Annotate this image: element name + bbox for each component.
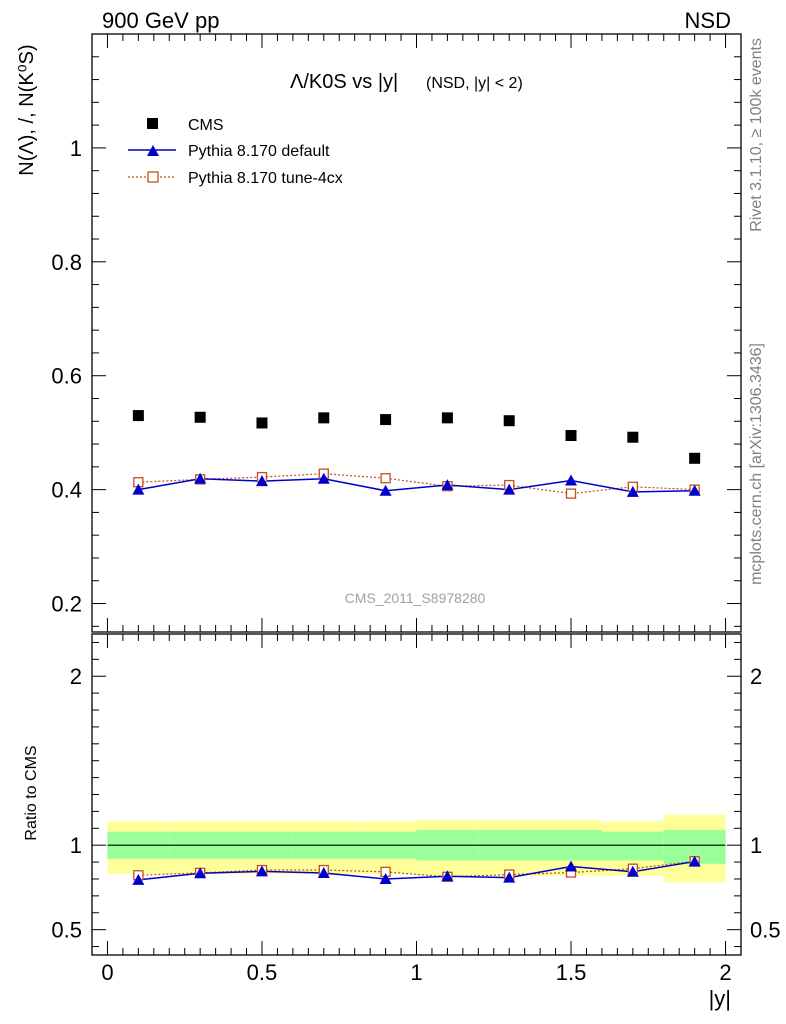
ratio-default-point <box>441 870 454 882</box>
default-point <box>194 472 207 484</box>
ratio-default-point <box>503 871 516 883</box>
default-point <box>132 483 145 495</box>
mcplots-label: mcplots.cern.ch [arXiv:1306.3436] <box>748 343 765 585</box>
default-point <box>255 475 268 487</box>
legend-default-label: Pythia 8.170 default <box>188 143 330 160</box>
legend: CMS Pythia 8.170 default Pythia 8.170 tu… <box>128 117 343 187</box>
ratio-y-tick-label: 1 <box>70 833 82 858</box>
cms-point <box>132 410 144 422</box>
x-tick-label: 1 <box>410 960 422 985</box>
ratio-default-line <box>138 860 695 881</box>
tune-line <box>138 473 695 495</box>
legend-cms-label: CMS <box>188 117 224 134</box>
ratio-default-point <box>688 855 701 867</box>
main-panel: 0.2 0.4 0.6 0.8 1 <box>51 33 742 633</box>
x-tick-label: 0.5 <box>247 960 278 985</box>
cms-point <box>194 411 206 423</box>
default-point <box>317 472 330 484</box>
ratio-default-point <box>565 860 578 872</box>
analysis-watermark: CMS_2011_S8978280 <box>345 590 486 606</box>
ratio-y-tick-label-right: 0.5 <box>750 918 781 943</box>
default-point <box>503 483 516 495</box>
ratio-frame <box>91 633 742 956</box>
ratio-default-point <box>132 873 145 885</box>
plot-title-main: Λ/K0S vs |y| <box>290 71 398 93</box>
default-point <box>626 485 639 497</box>
ratio-default-point <box>626 865 639 877</box>
cms-point <box>689 452 701 464</box>
x-axis-label: |y| <box>709 986 731 1011</box>
process-label: NSD <box>685 8 731 33</box>
ratio-y-tick-label-right: 1 <box>750 833 762 858</box>
default-line <box>138 478 695 493</box>
default-point <box>441 479 454 491</box>
legend-tune-label: Pythia 8.170 tune-4cx <box>188 170 343 187</box>
cms-point <box>318 412 330 424</box>
ratio-default-point <box>194 867 207 879</box>
ratio-y-tick-label: 2 <box>70 664 82 689</box>
x-tick-label: 0 <box>101 960 113 985</box>
legend-default-marker <box>147 145 159 156</box>
cms-point <box>565 430 577 442</box>
ratio-panel: 0 0.5 1 1.5 2 0.5 0.5 1 1 2 2 <box>51 633 781 985</box>
rivet-label: Rivet 3.1.10, ≥ 100k events <box>748 38 765 232</box>
energy-label: 900 GeV pp <box>102 8 219 33</box>
y-tick-label: 0.8 <box>51 250 82 275</box>
y-tick-label: 0.4 <box>51 478 82 503</box>
ratio-tune-line <box>138 860 695 878</box>
ratio-band-inner <box>601 831 664 861</box>
y-tick-label: 0.2 <box>51 592 82 617</box>
cms-point <box>441 412 453 424</box>
ratio-y-tick-label: 0.5 <box>51 918 82 943</box>
plot-title: Λ/K0S vs |y| (NSD, |y| < 2) <box>290 71 523 93</box>
ratio-default-point <box>379 872 392 884</box>
x-tick-label: 2 <box>719 960 731 985</box>
y-axis-label-ratio: Ratio to CMS <box>23 745 40 840</box>
cms-point <box>627 431 639 443</box>
legend-cms-marker <box>147 118 158 129</box>
cms-point <box>503 415 515 427</box>
plot-title-sub: (NSD, |y| < 2) <box>426 75 523 92</box>
cms-point <box>380 414 392 426</box>
tune-point <box>565 488 577 499</box>
ratio-default-point <box>317 867 330 879</box>
default-point <box>379 484 392 496</box>
default-point <box>688 484 701 496</box>
legend-tune-marker <box>147 171 159 183</box>
ratio-y-tick-label-right: 2 <box>750 664 762 689</box>
default-point <box>565 474 578 486</box>
cms-point <box>256 417 268 429</box>
x-tick-label: 1.5 <box>556 960 587 985</box>
y-axis-label-main: N(Λ), /, N(K⁰S) <box>16 44 38 175</box>
ratio-default-point <box>255 865 268 877</box>
y-tick-label: 0.6 <box>51 364 82 389</box>
tune-point <box>380 473 391 484</box>
y-tick-label: 1 <box>70 136 82 161</box>
